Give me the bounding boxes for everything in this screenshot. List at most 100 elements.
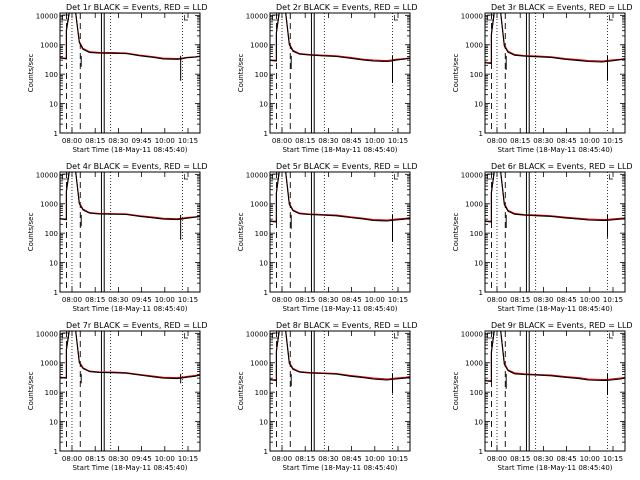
- plot-frame: [269, 171, 411, 293]
- y-tick-label: 1000: [465, 360, 483, 368]
- series-lld-line: [60, 331, 200, 379]
- panel-det-1: Det 1r BLACK = Events, RED = LLD Counts/s…: [27, 3, 208, 154]
- series-lld-line: [270, 172, 410, 222]
- saturation-marker: [62, 332, 69, 339]
- y-tick-label: 10: [259, 101, 268, 109]
- x-tick-label: 08:15: [510, 296, 530, 304]
- y-tick-label: 1000: [40, 201, 58, 209]
- x-tick-label: 08:30: [318, 296, 338, 304]
- panel-title: Det 4r BLACK = Events, RED = LLD: [66, 162, 208, 171]
- y-tick-label: 1: [264, 130, 268, 138]
- y-tick-label: 10: [49, 101, 58, 109]
- x-tick-label: 10:15: [603, 455, 623, 463]
- x-tick-label: 08:30: [533, 296, 553, 304]
- y-tick-label: 100: [255, 71, 268, 79]
- y-tick-label: 1000: [250, 360, 268, 368]
- x-tick-label: 10:00: [580, 455, 600, 463]
- panel-title: Det 8r BLACK = Events, RED = LLD: [276, 321, 418, 330]
- x-axis-label: Start Time (18-May-11 08:45:40): [497, 146, 612, 154]
- y-tick-label: 1: [479, 289, 483, 297]
- y-tick-label: 10: [49, 260, 58, 268]
- y-tick-label: 10: [474, 260, 483, 268]
- y-tick-label: 100: [45, 230, 58, 238]
- plot-frame: [484, 171, 626, 293]
- y-tick-label: 1000: [465, 42, 483, 50]
- corner-marker: [608, 15, 614, 21]
- y-tick-label: 100: [470, 389, 483, 397]
- y-tick-label: 10000: [246, 330, 268, 338]
- x-tick-label: 10:00: [365, 137, 385, 145]
- x-tick-label: 10:00: [580, 137, 600, 145]
- panel-title: Det 9r BLACK = Events, RED = LLD: [491, 321, 633, 330]
- x-axis-label: Start Time (18-May-11 08:45:40): [282, 464, 397, 472]
- y-tick-label: 10000: [36, 171, 58, 179]
- x-tick-label: 09:45: [132, 296, 152, 304]
- y-tick-label: 10000: [246, 171, 268, 179]
- panel-det-4: Det 4r BLACK = Events, RED = LLD Counts/s…: [27, 162, 208, 313]
- x-tick-label: 09:45: [132, 137, 152, 145]
- series-events-line: [270, 13, 410, 63]
- y-tick-label: 1: [54, 448, 58, 456]
- y-tick-label: 10000: [246, 12, 268, 20]
- panel-det-3: Det 3r BLACK = Events, RED = LLD Counts/s…: [452, 3, 633, 154]
- x-axis-label: Start Time (18-May-11 08:45:40): [72, 305, 187, 313]
- corner-marker: [183, 174, 189, 180]
- y-tick-label: 100: [470, 71, 483, 79]
- plot-frame: [59, 330, 201, 452]
- x-axis-label: Start Time (18-May-11 08:45:40): [282, 146, 397, 154]
- x-tick-label: 08:30: [318, 455, 338, 463]
- series-events-line: [270, 331, 410, 382]
- x-tick-label: 08:45: [557, 455, 577, 463]
- corner-marker: [393, 15, 399, 21]
- corner-marker: [183, 333, 189, 339]
- panel-title: Det 3r BLACK = Events, RED = LLD: [491, 3, 633, 12]
- saturation-marker: [487, 332, 494, 339]
- y-axis-label: Counts/sec: [452, 372, 460, 411]
- x-tick-label: 08:30: [108, 455, 128, 463]
- x-tick-label: 08:30: [533, 455, 553, 463]
- x-tick-label: 08:15: [510, 455, 530, 463]
- x-tick-label: 08:00: [62, 296, 82, 304]
- x-tick-label: 10:15: [603, 137, 623, 145]
- series-lld-line: [485, 13, 625, 64]
- y-tick-label: 1: [264, 448, 268, 456]
- panel-title: Det 2r BLACK = Events, RED = LLD: [276, 3, 418, 12]
- x-tick-label: 08:00: [272, 296, 292, 304]
- x-tick-label: 08:45: [557, 137, 577, 145]
- series-events-line: [60, 331, 200, 380]
- x-tick-label: 10:15: [178, 455, 198, 463]
- panel-det-5: Det 5r BLACK = Events, RED = LLD Counts/s…: [237, 162, 418, 313]
- panel-det-8: Det 8r BLACK = Events, RED = LLD Counts/s…: [237, 321, 418, 472]
- y-axis-label: Counts/sec: [27, 213, 35, 252]
- panel-title: Det 6r BLACK = Events, RED = LLD: [491, 162, 633, 171]
- panel-title: Det 5r BLACK = Events, RED = LLD: [276, 162, 418, 171]
- series-events-line: [270, 172, 410, 223]
- corner-marker: [183, 15, 189, 21]
- y-axis-label: Counts/sec: [27, 54, 35, 93]
- y-tick-label: 1: [54, 130, 58, 138]
- x-tick-label: 08:00: [487, 137, 507, 145]
- x-tick-label: 08:30: [533, 137, 553, 145]
- y-axis-label: Counts/sec: [237, 372, 245, 411]
- x-tick-label: 10:00: [365, 455, 385, 463]
- x-tick-label: 08:15: [295, 296, 315, 304]
- y-tick-label: 1: [479, 448, 483, 456]
- x-tick-label: 08:00: [487, 455, 507, 463]
- y-tick-label: 1000: [40, 42, 58, 50]
- y-tick-label: 100: [255, 389, 268, 397]
- x-tick-label: 08:30: [318, 137, 338, 145]
- x-tick-label: 08:00: [272, 137, 292, 145]
- saturation-marker: [487, 14, 494, 21]
- series-lld-line: [485, 172, 625, 222]
- corner-marker: [608, 174, 614, 180]
- x-tick-label: 09:45: [132, 455, 152, 463]
- panel-title: Det 1r BLACK = Events, RED = LLD: [66, 3, 208, 12]
- x-tick-label: 08:15: [510, 137, 530, 145]
- x-tick-label: 08:00: [62, 137, 82, 145]
- plot-frame: [484, 330, 626, 452]
- series-events-line: [485, 331, 625, 383]
- series-events-line: [60, 13, 200, 60]
- panel-det-2: Det 2r BLACK = Events, RED = LLD Counts/s…: [237, 3, 418, 154]
- y-axis-label: Counts/sec: [27, 372, 35, 411]
